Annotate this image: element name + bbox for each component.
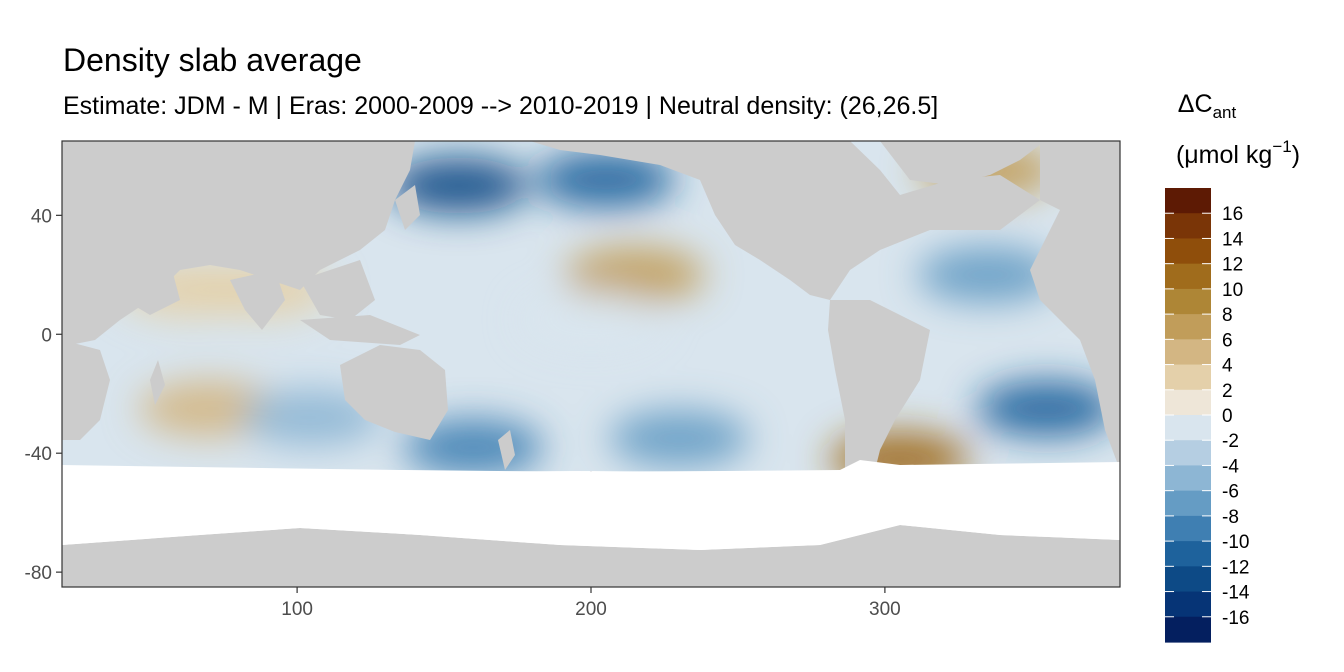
legend-swatch-7: [1165, 364, 1211, 391]
legend-label-12: -8: [1222, 507, 1239, 528]
legend-swatch-10: [1165, 440, 1211, 467]
legend-labels: 16 14 12 10 8 6 4 2 0 -2 -4 -6 -8 -10 -12 -14 -16: [1222, 204, 1250, 629]
legend-label-9: -2: [1222, 431, 1239, 452]
land-europe-africa-west: [1030, 141, 1120, 470]
legend-title-unit-prefix: (μmol kg: [1176, 141, 1272, 169]
x-tick-label-0: 100: [281, 599, 313, 620]
ocean-feature-1: [535, 151, 676, 208]
land-arabia: [120, 262, 180, 315]
legend-title-unit-suffix: ): [1292, 141, 1300, 169]
legend-swatch-2: [1165, 238, 1211, 265]
land-japan: [395, 185, 420, 230]
ocean-feature-2: [565, 246, 706, 303]
legend-swatch-8: [1165, 389, 1211, 416]
legend-swatch-5: [1165, 314, 1211, 340]
legend-swatch-17: [1165, 616, 1211, 643]
land-africa-south: [62, 340, 110, 440]
legend-label-8: 0: [1222, 406, 1233, 427]
legend-title-line1: ΔCant: [1178, 90, 1237, 122]
land-south-america: [828, 300, 930, 500]
legend-label-16: -16: [1222, 608, 1249, 629]
y-tick-label-2: -40: [25, 444, 52, 465]
chart-subtitle: Estimate: JDM - M | Eras: 2000-2009 --> …: [63, 92, 939, 120]
legend-title-line2: (μmol kg−1): [1176, 137, 1300, 169]
legend-title-unit-sup: −1: [1272, 137, 1291, 156]
legend-label-11: -6: [1222, 482, 1239, 503]
ocean-feature-11: [917, 246, 1058, 303]
land-indonesia: [300, 315, 420, 345]
legend-label-3: 10: [1222, 280, 1243, 301]
land-new-zealand: [498, 430, 515, 470]
legend-label-7: 2: [1222, 381, 1233, 402]
ocean-feature-3: [521, 291, 661, 348]
land-australia: [340, 345, 448, 440]
legend-label-1: 14: [1222, 229, 1244, 250]
land-se-asia: [300, 260, 375, 320]
chart-title: Density slab average: [63, 42, 362, 78]
legend-label-2: 12: [1222, 255, 1243, 276]
legend-label-10: -4: [1222, 456, 1239, 477]
legend-label-6: 4: [1222, 356, 1233, 377]
y-axis: 40 0 -40 -80: [25, 206, 62, 584]
land-greenland: [880, 141, 1045, 185]
legend-label-4: 8: [1222, 305, 1233, 326]
legend-swatch-3: [1165, 263, 1211, 290]
legend-label-0: 16: [1222, 204, 1243, 225]
legend-label-14: -12: [1222, 557, 1249, 578]
y-tick-label-1: 0: [41, 325, 52, 346]
land-north-america: [530, 141, 1040, 300]
x-tick-label-1: 200: [575, 599, 607, 620]
legend-swatch-1: [1165, 213, 1211, 240]
land-madagascar: [150, 360, 165, 405]
legend-swatch-15: [1165, 566, 1211, 593]
land-antarctica: [62, 525, 1120, 587]
legend: ΔCant (μmol kg−1) 16 14 12 10 8 6 4 2 0 -2 -4 -6 -8 -…: [1165, 90, 1300, 643]
legend-swatch-4: [1165, 288, 1211, 315]
legend-swatch-16: [1165, 591, 1211, 618]
legend-swatch-6: [1165, 339, 1211, 366]
ocean-feature-12: [976, 380, 1117, 437]
land-layer: [62, 141, 1120, 587]
x-axis: 100 200 300: [281, 587, 901, 620]
legend-label-15: -14: [1222, 583, 1250, 604]
southern-ocean-mask: [62, 460, 1120, 550]
y-tick-label-0: 40: [31, 206, 52, 227]
legend-swatch-9: [1165, 415, 1211, 441]
ocean-feature-4: [609, 410, 750, 467]
legend-swatch-14: [1165, 541, 1211, 567]
legend-swatch-0: [1165, 188, 1211, 214]
legend-colorbar: [1165, 188, 1211, 643]
land-india: [230, 270, 285, 330]
legend-label-5: 6: [1222, 330, 1233, 351]
y-tick-label-3: -80: [25, 563, 52, 584]
x-tick-label-2: 300: [869, 599, 901, 620]
legend-swatch-11: [1165, 465, 1211, 492]
legend-title-main: ΔC: [1178, 90, 1213, 118]
ocean-feature-9: [241, 389, 382, 446]
ocean-feature-0: [388, 157, 529, 214]
legend-title-sub: ant: [1213, 103, 1237, 122]
legend-label-13: -10: [1222, 532, 1249, 553]
legend-swatch-13: [1165, 515, 1211, 542]
legend-swatch-12: [1165, 490, 1211, 517]
